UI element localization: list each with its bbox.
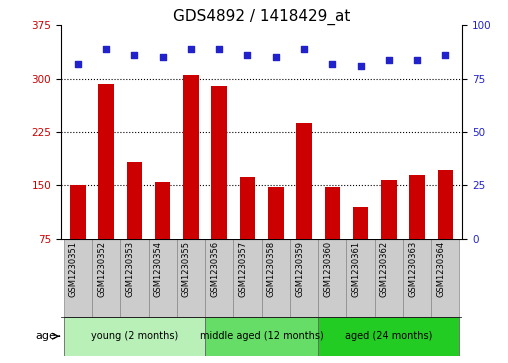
Bar bbox=[183, 75, 199, 292]
Point bbox=[385, 57, 393, 62]
Point bbox=[187, 46, 195, 52]
Bar bbox=[233, 238, 262, 317]
Bar bbox=[431, 238, 459, 317]
Text: GSM1230357: GSM1230357 bbox=[238, 241, 247, 297]
Bar bbox=[290, 238, 318, 317]
Bar bbox=[177, 238, 205, 317]
Bar bbox=[403, 238, 431, 317]
Bar bbox=[211, 86, 227, 292]
Point bbox=[215, 46, 224, 52]
Text: GSM1230354: GSM1230354 bbox=[154, 241, 163, 297]
Bar bbox=[99, 83, 114, 292]
Bar bbox=[437, 170, 453, 292]
Bar bbox=[262, 238, 290, 317]
Bar bbox=[268, 187, 283, 292]
Point bbox=[102, 46, 110, 52]
Point bbox=[300, 46, 308, 52]
Text: age: age bbox=[36, 331, 57, 341]
Text: young (2 months): young (2 months) bbox=[91, 331, 178, 341]
Bar bbox=[375, 238, 403, 317]
Text: GSM1230362: GSM1230362 bbox=[380, 241, 389, 297]
Bar bbox=[70, 185, 86, 292]
Text: GSM1230364: GSM1230364 bbox=[436, 241, 446, 297]
Bar bbox=[205, 238, 233, 317]
Point bbox=[272, 54, 280, 60]
Text: aged (24 months): aged (24 months) bbox=[345, 331, 432, 341]
Bar bbox=[381, 180, 397, 292]
Point bbox=[131, 52, 139, 58]
Bar bbox=[296, 123, 312, 292]
Bar bbox=[318, 238, 346, 317]
Point bbox=[243, 52, 251, 58]
Point bbox=[413, 57, 421, 62]
Bar bbox=[346, 238, 375, 317]
Point bbox=[441, 52, 450, 58]
Text: GSM1230361: GSM1230361 bbox=[352, 241, 361, 297]
Title: GDS4892 / 1418429_at: GDS4892 / 1418429_at bbox=[173, 9, 351, 25]
Point bbox=[158, 54, 167, 60]
Text: GSM1230356: GSM1230356 bbox=[210, 241, 219, 297]
Bar bbox=[148, 238, 177, 317]
Point bbox=[357, 63, 365, 69]
Bar bbox=[353, 207, 368, 292]
Bar bbox=[92, 238, 120, 317]
Text: GSM1230351: GSM1230351 bbox=[69, 241, 78, 297]
Bar bbox=[318, 317, 459, 356]
Text: GSM1230352: GSM1230352 bbox=[97, 241, 106, 297]
Text: GSM1230353: GSM1230353 bbox=[125, 241, 135, 297]
Point bbox=[74, 61, 82, 67]
Bar bbox=[205, 317, 318, 356]
Text: GSM1230359: GSM1230359 bbox=[295, 241, 304, 297]
Bar bbox=[155, 182, 171, 292]
Text: middle aged (12 months): middle aged (12 months) bbox=[200, 331, 324, 341]
Text: GSM1230355: GSM1230355 bbox=[182, 241, 191, 297]
Text: GSM1230360: GSM1230360 bbox=[323, 241, 332, 297]
Point bbox=[328, 61, 336, 67]
Bar bbox=[409, 175, 425, 292]
Bar bbox=[64, 317, 205, 356]
Bar bbox=[325, 187, 340, 292]
Text: GSM1230358: GSM1230358 bbox=[267, 241, 276, 297]
Bar bbox=[240, 177, 255, 292]
Text: GSM1230363: GSM1230363 bbox=[408, 241, 417, 297]
Bar bbox=[64, 238, 92, 317]
Bar bbox=[120, 238, 148, 317]
Bar bbox=[126, 162, 142, 292]
